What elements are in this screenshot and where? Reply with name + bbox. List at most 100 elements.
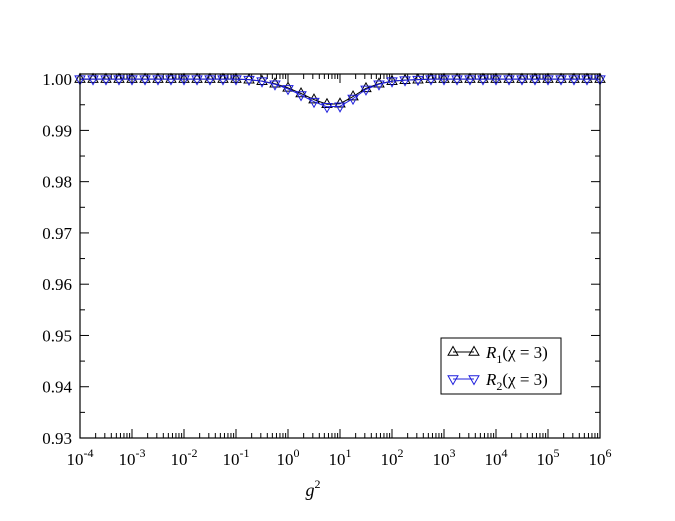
- data-point-marker: [321, 103, 333, 114]
- y-tick-label: 0.94: [42, 378, 72, 397]
- data-point-marker: [490, 75, 502, 86]
- series-2: [74, 75, 606, 114]
- y-tick-labels: 0.93 0.94 0.95 0.96 0.97 0.98 0.99 1.00: [42, 70, 72, 448]
- series-line: [80, 78, 600, 108]
- data-point-marker: [451, 72, 463, 83]
- x-tick-label: 102: [381, 446, 404, 469]
- legend-marker: [468, 375, 480, 386]
- data-point-marker: [126, 75, 138, 86]
- data-point-marker: [581, 75, 593, 86]
- y-tick-label: 0.93: [42, 429, 72, 448]
- data-point-marker: [360, 81, 372, 93]
- data-point-marker: [438, 75, 450, 86]
- data-point-marker: [126, 72, 138, 83]
- x-tick-label: 104: [485, 446, 508, 469]
- data-point-marker: [412, 73, 424, 84]
- x-tick-label: 10-3: [119, 446, 146, 469]
- data-point-marker: [152, 75, 164, 86]
- data-point-marker: [113, 75, 125, 86]
- data-point-marker: [516, 72, 528, 83]
- x-tick-label: 10-4: [67, 446, 94, 469]
- data-point-marker: [464, 75, 476, 86]
- data-point-marker: [308, 97, 320, 109]
- legend-marker: [468, 345, 480, 356]
- data-point-marker: [503, 75, 515, 86]
- y-tick-label: 0.99: [42, 121, 72, 140]
- data-point-marker: [282, 81, 294, 92]
- data-point-marker: [542, 72, 554, 83]
- data-point-marker: [165, 72, 177, 83]
- data-point-marker: [477, 75, 489, 86]
- data-point-marker: [412, 75, 424, 87]
- data-point-marker: [256, 77, 268, 88]
- data-point-marker: [399, 73, 411, 84]
- data-point-marker: [373, 80, 385, 91]
- data-point-marker: [139, 75, 151, 86]
- legend-marker: [447, 345, 459, 356]
- data-point-marker: [581, 72, 593, 83]
- data-point-marker: [555, 72, 567, 83]
- data-point-marker: [529, 72, 541, 83]
- data-point-marker: [87, 72, 99, 83]
- legend-box: [440, 337, 562, 395]
- data-point-marker: [295, 91, 307, 102]
- data-point-marker: [438, 72, 450, 83]
- data-point-marker: [464, 72, 476, 83]
- data-point-marker: [555, 75, 567, 86]
- x-tick-label: 10-2: [171, 446, 198, 469]
- legend: R1(χ = 3) R2(χ = 3): [440, 337, 562, 395]
- data-point-marker: [256, 74, 268, 85]
- data-point-marker: [568, 75, 580, 86]
- data-point-marker: [477, 72, 489, 83]
- data-point-marker: [425, 75, 437, 86]
- data-point-marker: [100, 72, 112, 83]
- data-point-marker: [373, 77, 385, 88]
- data-point-marker: [152, 72, 164, 83]
- data-point-marker: [386, 77, 398, 88]
- legend-swatch-r1: [447, 345, 480, 356]
- data-point-marker: [204, 75, 216, 86]
- data-point-marker: [230, 75, 242, 86]
- x-tick-label: 10-1: [223, 446, 250, 469]
- x-axis-label: g2: [306, 477, 321, 500]
- data-point-marker: [100, 75, 112, 86]
- data-point-marker: [217, 75, 229, 86]
- data-point-marker: [503, 72, 515, 83]
- data-point-marker: [191, 72, 203, 83]
- data-point-marker: [516, 75, 528, 86]
- y-tick-label: 0.96: [42, 275, 72, 294]
- data-point-marker: [204, 72, 216, 83]
- x-tick-label: 105: [537, 446, 560, 469]
- data-point-marker: [542, 75, 554, 86]
- data-point-marker: [269, 77, 281, 88]
- data-point-marker: [178, 75, 190, 86]
- data-point-marker: [568, 72, 580, 83]
- data-point-marker: [87, 75, 99, 86]
- data-point-marker: [360, 85, 372, 96]
- data-point-marker: [386, 74, 398, 85]
- data-point-marker: [399, 76, 411, 87]
- data-point-marker: [178, 72, 190, 83]
- y-tick-label: 0.98: [42, 173, 72, 192]
- data-point-marker: [295, 86, 307, 98]
- plot-frame: [79, 73, 601, 439]
- data-point-marker: [243, 75, 255, 87]
- x-tick-labels: 10-4 10-3 10-2 10-1 100 101 102 103 104 105 106: [67, 446, 612, 469]
- data-point-marker: [113, 72, 125, 83]
- data-point-marker: [191, 75, 203, 86]
- x-tick-label: 101: [329, 446, 352, 469]
- x-tick-label: 100: [277, 446, 300, 469]
- legend-entry-r1: R1(χ = 3): [485, 343, 548, 366]
- legend-swatch-r2: [447, 375, 480, 386]
- data-point-marker: [425, 72, 437, 83]
- legend-marker: [447, 375, 459, 386]
- data-point-marker: [451, 75, 463, 86]
- data-point-marker: [165, 75, 177, 86]
- data-point-marker: [529, 75, 541, 86]
- data-point-marker: [217, 72, 229, 83]
- data-point-marker: [230, 72, 242, 83]
- data-point-marker: [269, 80, 281, 91]
- y-tick-label: 0.97: [42, 224, 72, 243]
- x-tick-label: 106: [589, 446, 612, 469]
